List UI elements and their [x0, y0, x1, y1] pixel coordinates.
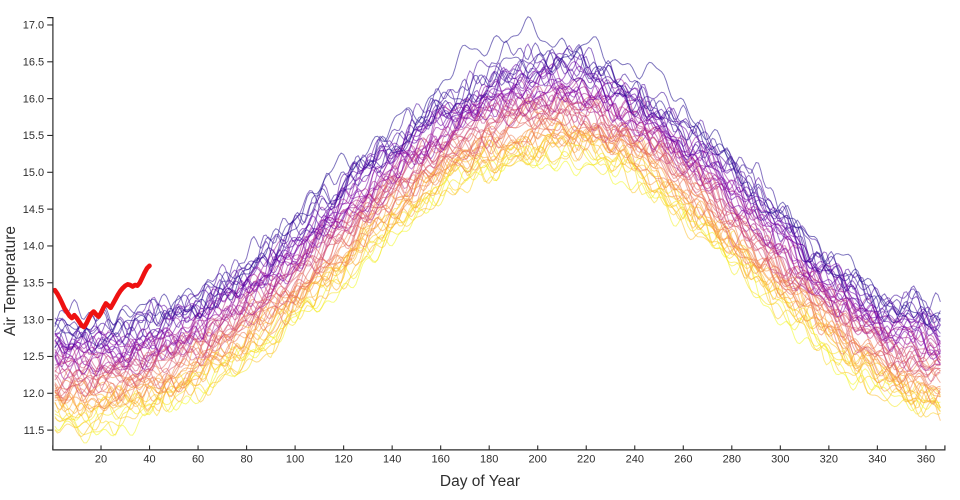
year-line [54, 50, 941, 348]
x-tick-label: 260 [674, 454, 692, 466]
year-line [54, 142, 941, 432]
x-axis-title: Day of Year [440, 473, 520, 490]
x-tick-label: 20 [95, 454, 107, 466]
year-line [54, 65, 941, 375]
y-tick-label: 17.0 [23, 20, 44, 32]
year-line [54, 125, 941, 411]
y-tick-label: 14.5 [23, 204, 44, 216]
year-line [54, 85, 941, 376]
y-tick-label: 13.5 [23, 278, 44, 290]
year-line [54, 63, 941, 351]
x-tick-label: 200 [529, 454, 547, 466]
y-axis: 11.5 12.0 12.5 13.0 13.5 14.0 14.5 15.0 15.5 16.0… [23, 17, 54, 450]
year-line [54, 88, 941, 397]
y-tick-label: 15.5 [23, 130, 44, 142]
x-axis-line [52, 445, 946, 451]
x-tick-label: 160 [431, 454, 449, 466]
x-tick-label: 320 [820, 454, 838, 466]
y-tick-label: 11.5 [24, 425, 45, 437]
y-tick-label: 12.0 [23, 388, 44, 400]
x-tick-label: 280 [723, 454, 741, 466]
y-tick-label: 14.0 [23, 241, 44, 253]
x-tick-label: 40 [143, 454, 155, 466]
year-line [54, 46, 941, 354]
x-tick-label: 80 [240, 454, 252, 466]
year-lines-layer [54, 16, 941, 444]
year-line [54, 85, 941, 373]
x-tick-label: 140 [383, 454, 401, 466]
x-axis: 20 40 60 80 100 120 140 160 180 200 220 240 260 280 30… [52, 445, 946, 466]
year-line [54, 133, 941, 418]
y-tick-label: 12.5 [23, 351, 44, 363]
y-axis-title: Air Temperature [2, 226, 19, 336]
year-line [54, 130, 941, 434]
current-year-line [52, 263, 152, 330]
current-year-line-layer [52, 263, 152, 330]
x-tick-label: 120 [334, 454, 352, 466]
y-tick-label: 16.5 [23, 57, 44, 69]
year-line [54, 99, 941, 395]
year-line [54, 44, 941, 341]
year-line [54, 86, 941, 375]
year-line [54, 128, 941, 417]
x-tick-label: 220 [577, 454, 595, 466]
y-tick-label: 13.0 [23, 314, 44, 326]
year-line [54, 63, 941, 380]
x-tick-label: 100 [286, 454, 304, 466]
y-axis-line [47, 17, 54, 450]
year-line [54, 100, 941, 394]
x-tick-label: 360 [917, 454, 935, 466]
x-tick-label: 340 [868, 454, 886, 466]
x-tick-label: 180 [480, 454, 498, 466]
y-tick-label: 16.0 [23, 93, 44, 105]
y-tick-label: 15.0 [23, 167, 44, 179]
x-tick-label: 60 [192, 454, 204, 466]
outlier-year-line [54, 16, 941, 347]
year-line [54, 125, 941, 401]
year-line [54, 40, 941, 338]
x-tick-label: 240 [626, 454, 644, 466]
x-tick-label: 300 [771, 454, 789, 466]
